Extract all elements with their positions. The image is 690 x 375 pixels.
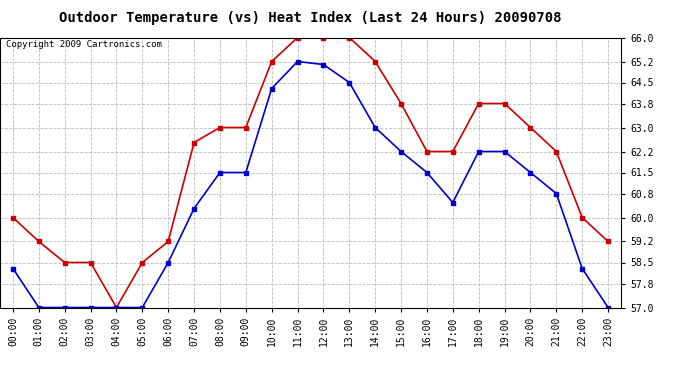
Text: Copyright 2009 Cartronics.com: Copyright 2009 Cartronics.com — [6, 40, 162, 49]
Text: Outdoor Temperature (vs) Heat Index (Last 24 Hours) 20090708: Outdoor Temperature (vs) Heat Index (Las… — [59, 11, 562, 25]
